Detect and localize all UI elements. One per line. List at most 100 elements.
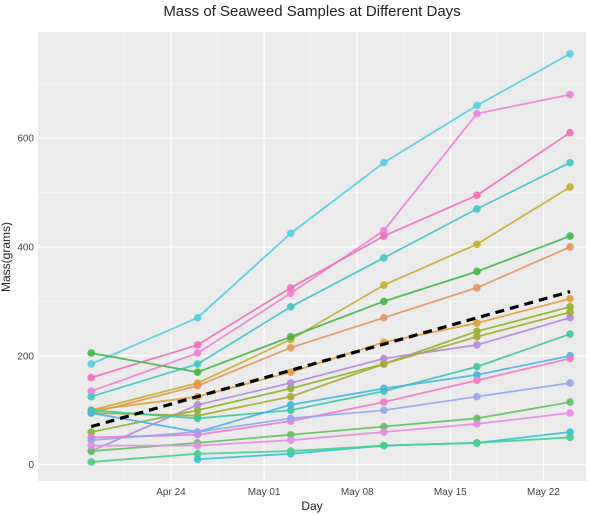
data-point xyxy=(473,240,481,249)
series-line xyxy=(90,52,571,365)
data-point xyxy=(380,406,388,415)
data-point xyxy=(566,90,574,99)
trend-line xyxy=(90,290,571,429)
data-point xyxy=(380,158,388,167)
data-point xyxy=(473,319,481,327)
trend-group xyxy=(90,290,571,429)
y-tick-label: 200 xyxy=(17,351,34,362)
data-point xyxy=(286,303,295,311)
data-point xyxy=(193,449,202,458)
series-line xyxy=(91,436,571,463)
data-point xyxy=(566,379,574,387)
data-point xyxy=(380,384,388,393)
data-point xyxy=(380,428,388,436)
data-point xyxy=(193,360,202,368)
data-point xyxy=(473,392,481,401)
data-point xyxy=(566,428,574,436)
data-point xyxy=(286,414,295,423)
data-point xyxy=(566,313,574,322)
data-point xyxy=(380,226,388,235)
data-point xyxy=(473,267,481,276)
data-point xyxy=(473,332,481,341)
data-point xyxy=(286,289,295,298)
data-point xyxy=(193,441,202,450)
series-s17 xyxy=(87,409,574,450)
data-point xyxy=(473,101,481,110)
data-point xyxy=(380,398,388,406)
data-point xyxy=(286,343,295,352)
data-point xyxy=(566,330,574,338)
data-point xyxy=(380,422,388,431)
data-point xyxy=(87,428,96,436)
data-point xyxy=(193,313,202,322)
series-group xyxy=(87,49,574,466)
data-point xyxy=(473,376,481,385)
data-point xyxy=(473,327,481,336)
series-s9 xyxy=(87,303,574,436)
data-point xyxy=(193,414,202,423)
data-point xyxy=(566,354,574,363)
series-line xyxy=(91,412,571,447)
data-point xyxy=(286,384,295,393)
data-point xyxy=(473,371,481,379)
data-point xyxy=(286,447,295,455)
series-line xyxy=(90,131,571,379)
data-point xyxy=(473,205,481,213)
series-line xyxy=(91,401,571,452)
data-point xyxy=(566,294,574,303)
data-point xyxy=(286,283,295,292)
data-point xyxy=(566,243,574,251)
data-point xyxy=(566,308,574,317)
series-s7 xyxy=(87,243,574,417)
data-point xyxy=(193,381,202,390)
data-point xyxy=(473,420,481,428)
data-point xyxy=(193,368,202,376)
data-point xyxy=(286,401,295,409)
data-point xyxy=(286,229,295,238)
data-point xyxy=(473,109,481,118)
data-point xyxy=(380,313,388,322)
data-point xyxy=(87,458,96,466)
data-point xyxy=(473,191,481,200)
data-point xyxy=(286,436,295,444)
y-axis-label: Mass(grams) xyxy=(0,222,13,292)
data-point xyxy=(193,406,202,415)
data-point xyxy=(473,341,481,349)
data-point xyxy=(380,232,388,240)
series-line xyxy=(90,316,571,452)
data-point xyxy=(87,441,96,450)
data-point xyxy=(286,430,295,439)
data-point xyxy=(380,254,388,262)
data-point xyxy=(380,360,388,368)
data-point xyxy=(193,349,202,357)
data-point xyxy=(87,436,96,444)
series-s1 xyxy=(87,49,574,368)
data-point xyxy=(566,128,574,137)
x-axis-label: Day xyxy=(301,499,322,513)
data-point xyxy=(193,341,202,349)
x-tick-label: May 08 xyxy=(341,487,374,498)
data-point xyxy=(566,433,574,442)
data-point xyxy=(193,428,202,436)
y-tick-label: 0 xyxy=(28,460,34,471)
data-point xyxy=(87,392,96,401)
series-line xyxy=(91,235,571,374)
data-point xyxy=(473,414,481,423)
data-point xyxy=(87,373,96,382)
data-point xyxy=(286,332,295,341)
data-point xyxy=(473,362,481,371)
data-point xyxy=(473,283,481,292)
series-line xyxy=(91,311,571,417)
data-point xyxy=(286,406,295,415)
x-tick-label: Apr 24 xyxy=(156,487,186,498)
series-s19 xyxy=(87,433,574,466)
x-tick-label: May 15 xyxy=(434,487,467,498)
series-line xyxy=(91,354,571,433)
y-tick-label: 400 xyxy=(17,242,34,253)
data-point xyxy=(566,183,574,191)
data-point xyxy=(380,281,388,289)
data-point xyxy=(87,387,96,396)
series-line xyxy=(91,305,571,433)
data-point xyxy=(380,441,388,450)
